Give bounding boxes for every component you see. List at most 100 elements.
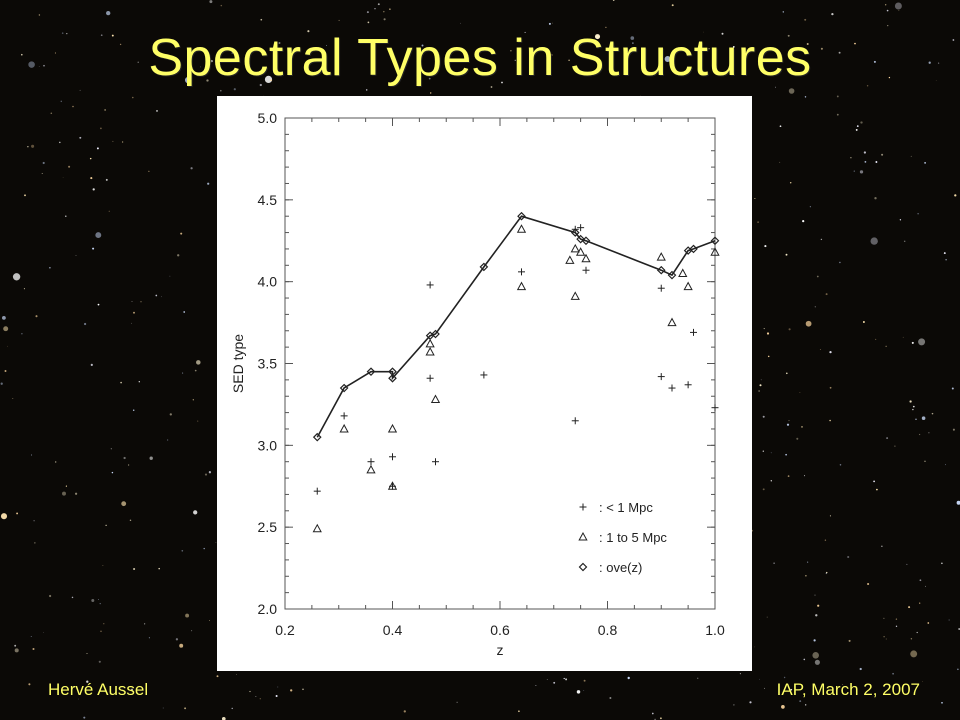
- star: [275, 694, 278, 698]
- star: [836, 95, 839, 98]
- star: [787, 34, 790, 37]
- y-tick-label: 3.0: [258, 437, 278, 453]
- star: [27, 146, 29, 148]
- star: [895, 625, 898, 627]
- footer-author: Hervé Aussel: [48, 680, 149, 699]
- series-diamond: [312, 211, 720, 442]
- star: [829, 419, 831, 422]
- star: [91, 599, 95, 602]
- star: [105, 178, 108, 181]
- legend-marker-plus: [579, 503, 587, 511]
- star: [764, 245, 767, 248]
- star: [806, 43, 809, 45]
- star: [264, 75, 273, 84]
- star: [873, 480, 875, 483]
- star: [816, 275, 819, 278]
- star: [132, 409, 135, 412]
- star: [62, 491, 66, 496]
- star: [875, 161, 878, 163]
- star: [945, 259, 947, 261]
- star: [762, 450, 764, 452]
- star: [161, 296, 162, 298]
- point-plus: [432, 458, 439, 466]
- star: [100, 630, 102, 633]
- star: [883, 617, 885, 620]
- star: [803, 658, 806, 661]
- star: [197, 420, 199, 422]
- star: [367, 21, 370, 24]
- star: [754, 646, 756, 648]
- star: [460, 22, 461, 24]
- star: [773, 562, 775, 564]
- star: [708, 48, 710, 50]
- star: [829, 386, 832, 389]
- star: [855, 128, 858, 131]
- star: [50, 112, 53, 114]
- star: [86, 680, 89, 683]
- star: [910, 155, 912, 157]
- star: [660, 717, 662, 720]
- star: [696, 677, 699, 680]
- point-triangle: [683, 281, 693, 291]
- star: [183, 311, 186, 313]
- point-triangle: [678, 268, 688, 277]
- point-diamond: [388, 373, 397, 383]
- star: [814, 659, 820, 665]
- star: [66, 32, 68, 35]
- x-tick-label: 0.8: [598, 622, 618, 638]
- star: [759, 384, 762, 387]
- star: [786, 372, 788, 375]
- star: [809, 206, 811, 208]
- star: [181, 549, 184, 552]
- star: [757, 221, 759, 223]
- star: [231, 707, 233, 710]
- star: [59, 141, 61, 144]
- star: [873, 60, 876, 63]
- point-diamond: [517, 211, 526, 221]
- star: [758, 390, 760, 392]
- star: [100, 34, 103, 37]
- star: [847, 555, 850, 559]
- star: [42, 161, 45, 165]
- point-diamond: [667, 270, 677, 280]
- star: [209, 0, 213, 4]
- star: [804, 18, 807, 21]
- star: [535, 685, 537, 687]
- star: [28, 683, 31, 686]
- x-tick-label: 1.0: [705, 622, 725, 638]
- star: [788, 328, 791, 331]
- star: [131, 322, 132, 324]
- star: [799, 700, 802, 702]
- star: [802, 220, 805, 223]
- footer-event-date: IAP, March 2, 2007: [776, 680, 920, 699]
- star: [65, 485, 67, 487]
- point-triangle: [710, 247, 720, 256]
- star: [155, 294, 158, 297]
- star: [788, 88, 795, 94]
- star: [819, 349, 821, 350]
- point-triangle: [570, 243, 580, 253]
- star: [903, 240, 906, 243]
- point-diamond: [339, 383, 349, 393]
- star: [97, 303, 100, 306]
- star: [829, 515, 831, 517]
- star: [916, 631, 918, 634]
- star: [129, 519, 132, 522]
- star: [918, 338, 926, 346]
- star: [112, 140, 114, 142]
- star: [885, 4, 887, 6]
- star: [389, 8, 391, 10]
- star: [83, 322, 87, 326]
- star: [38, 14, 41, 16]
- star: [781, 705, 785, 709]
- star: [881, 545, 883, 547]
- star: [912, 405, 915, 408]
- star: [403, 710, 406, 713]
- star: [42, 631, 44, 633]
- star: [910, 650, 918, 658]
- star: [148, 637, 150, 639]
- point-plus: [340, 412, 348, 420]
- star: [148, 170, 150, 172]
- star: [182, 372, 184, 374]
- star: [38, 66, 40, 68]
